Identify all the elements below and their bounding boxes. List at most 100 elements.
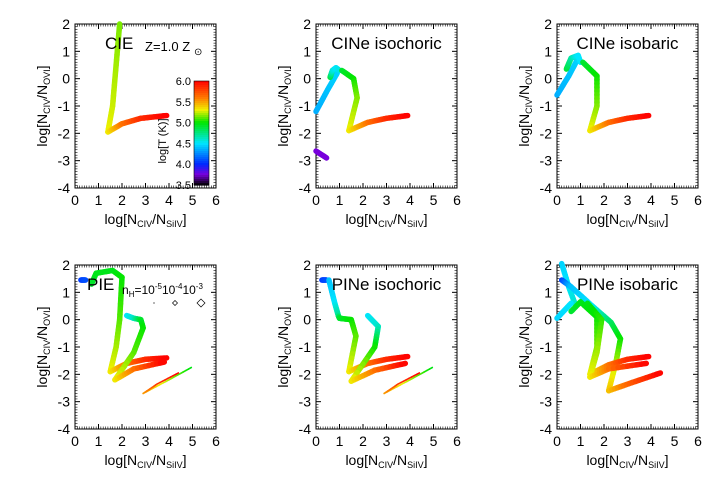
colorbar-swatch bbox=[194, 175, 209, 178]
colorbar-swatch bbox=[194, 89, 209, 92]
colorbar-swatch bbox=[194, 129, 209, 132]
track-segment bbox=[638, 360, 650, 367]
x-tick-label: 2 bbox=[600, 192, 608, 208]
colorbar-swatch bbox=[194, 115, 209, 118]
y-tick-label: 0 bbox=[544, 312, 552, 328]
legend-exponent: -5 bbox=[155, 282, 163, 291]
x-tick-label: 6 bbox=[453, 192, 461, 208]
legend-dot-marker bbox=[153, 302, 155, 304]
panel-pine-isochoric: 0 1 2 3 4 5 6210-1-2-3-4log[NCIV/NSiIV]log[NCI… bbox=[275, 257, 461, 470]
x-tick-label: 6 bbox=[212, 433, 220, 449]
axis-label-part: log[N bbox=[34, 355, 50, 388]
colorbar-swatch bbox=[194, 113, 209, 116]
axis-label-subscript: CIV bbox=[137, 219, 152, 229]
y-tick-label: -4 bbox=[540, 180, 553, 196]
axis-label-part: log[N bbox=[345, 452, 378, 468]
track-segment bbox=[566, 300, 574, 308]
axis-label-subscript: SiIV bbox=[166, 460, 183, 470]
legend-large-diamond-marker bbox=[196, 298, 206, 308]
axis-label-subscript: OVI bbox=[283, 69, 293, 85]
panel-pie: 0 1 2 3 4 5 6210-1-2-3-4log[NCIV/NSiIV]log[NCI… bbox=[34, 257, 220, 470]
colorbar-swatch bbox=[194, 131, 209, 134]
x-tick-label: 6 bbox=[212, 192, 220, 208]
y-tick-label: -3 bbox=[540, 394, 553, 410]
y-tick-label: -1 bbox=[58, 339, 71, 355]
axis-label-subscript: CIV bbox=[283, 99, 293, 114]
x-tick-label: 1 bbox=[577, 192, 585, 208]
legend-part: =10 bbox=[134, 283, 155, 297]
y-tick-label: 2 bbox=[62, 257, 70, 273]
axis-label-part: ] bbox=[275, 306, 291, 310]
y-axis-label: log[NCIV/NOVI] bbox=[516, 306, 534, 387]
y-tick-label: -2 bbox=[58, 125, 71, 141]
axis-label-subscript: OVI bbox=[524, 310, 534, 326]
y-tick-label: -3 bbox=[299, 153, 312, 169]
x-tick-label: 0 bbox=[71, 192, 79, 208]
x-tick-label: 6 bbox=[694, 433, 702, 449]
colorbar-swatch bbox=[194, 95, 209, 98]
axis-label-subscript: SiIV bbox=[648, 460, 665, 470]
y-tick-label: -4 bbox=[540, 421, 553, 437]
colorbar-swatch bbox=[194, 109, 209, 112]
axis-label-part: /N bbox=[393, 211, 407, 227]
y-tick-label: 2 bbox=[544, 257, 552, 273]
x-axis-label: log[NCIV/NSiIV] bbox=[104, 452, 186, 470]
axis-label-part: log[N bbox=[586, 452, 619, 468]
axis-label-part: /N bbox=[34, 326, 50, 340]
panel-cie: 0 1 2 3 4 5 6210-1-2-3-4log[NCIV/NSiIV]log[NCI… bbox=[34, 16, 220, 229]
y-axis-label: log[NCIV/NOVI] bbox=[275, 65, 293, 146]
colorbar-tick-label: 3.5 bbox=[176, 180, 191, 192]
legend-part: n bbox=[122, 283, 129, 297]
axis-label-part: ] bbox=[424, 211, 428, 227]
axis-label-part: ] bbox=[183, 452, 187, 468]
y-axis-label: log[NCIV/NOVI] bbox=[34, 65, 52, 146]
x-tick-label: 1 bbox=[95, 192, 103, 208]
legend-small-diamond-marker bbox=[172, 300, 178, 306]
axis-label-subscript: CIV bbox=[619, 460, 634, 470]
axis-label-subscript: OVI bbox=[283, 310, 293, 326]
colorbar-swatch bbox=[194, 141, 209, 144]
y-tick-label: -4 bbox=[299, 180, 312, 196]
colorbar-swatch bbox=[194, 143, 209, 146]
panel-title: CINe isochoric bbox=[331, 34, 442, 53]
axis-label-part: log[N bbox=[586, 211, 619, 227]
x-tick-label: 4 bbox=[406, 192, 414, 208]
y-tick-label: -2 bbox=[58, 366, 71, 382]
panel-cine-isobaric: 0 1 2 3 4 5 6210-1-2-3-4log[NCIV/NSiIV]log[NCI… bbox=[516, 16, 702, 229]
axis-label-part: /N bbox=[152, 452, 166, 468]
panel-title: PIE bbox=[87, 275, 114, 294]
x-tick-label: 0 bbox=[71, 433, 79, 449]
axis-label-subscript: CIV bbox=[137, 460, 152, 470]
sun-symbol: ⊙ bbox=[194, 47, 202, 58]
axis-label-subscript: CIV bbox=[283, 340, 293, 355]
axis-label-subscript: CIV bbox=[378, 460, 393, 470]
axis-label-part: log[N bbox=[516, 355, 532, 388]
temperature-track bbox=[327, 64, 343, 81]
colorbar-swatch bbox=[194, 167, 209, 170]
axis-label-part: ] bbox=[34, 65, 50, 69]
colorbar-swatch bbox=[194, 99, 209, 102]
colorbar-swatch bbox=[194, 145, 209, 148]
colorbar-tick-label: 5.0 bbox=[176, 118, 191, 130]
panel-title: PINe isochoric bbox=[332, 275, 442, 294]
colorbar-swatch bbox=[194, 147, 209, 150]
x-tick-label: 2 bbox=[118, 192, 126, 208]
legend-part: 10 bbox=[182, 283, 196, 297]
x-tick-label: 4 bbox=[406, 433, 414, 449]
x-tick-label: 4 bbox=[165, 433, 173, 449]
colorbar-swatch bbox=[194, 81, 209, 84]
x-tick-label: 5 bbox=[430, 433, 438, 449]
y-tick-label: -1 bbox=[299, 339, 312, 355]
y-tick-label: -1 bbox=[299, 98, 312, 114]
axis-label-part: log[N bbox=[516, 114, 532, 147]
colorbar-swatch bbox=[194, 119, 209, 122]
temperature-track bbox=[584, 300, 650, 380]
axis-label-subscript: OVI bbox=[524, 69, 534, 85]
y-tick-label: -2 bbox=[540, 125, 553, 141]
y-tick-label: 1 bbox=[544, 284, 552, 300]
axis-label-subscript: CIV bbox=[524, 340, 534, 355]
colorbar-swatch bbox=[194, 111, 209, 114]
axis-label-part: ] bbox=[183, 211, 187, 227]
axis-label-subscript: SiIV bbox=[407, 219, 424, 229]
temperature-track bbox=[348, 312, 409, 384]
